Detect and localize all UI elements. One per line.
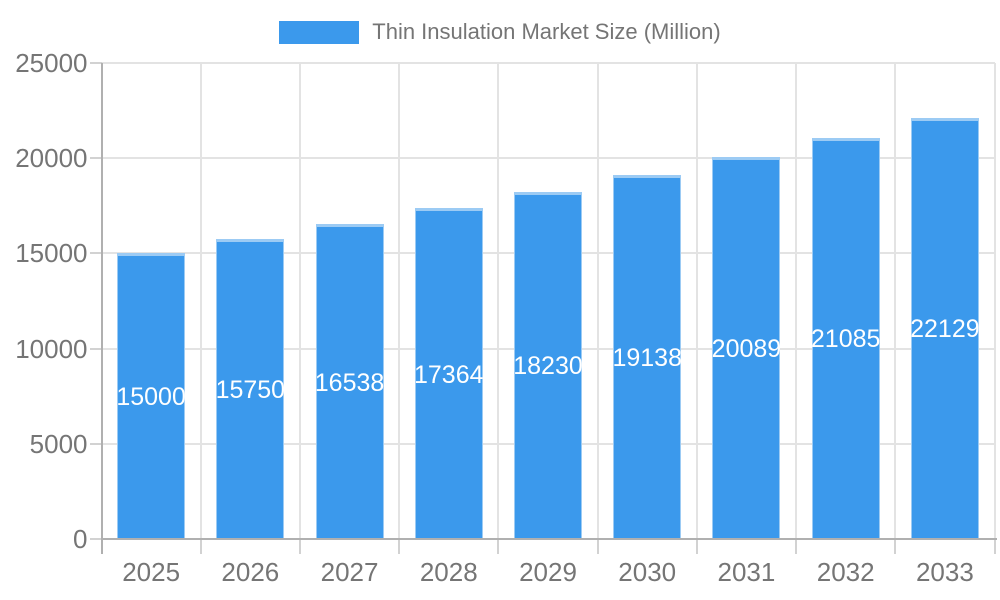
gridline-v	[398, 63, 401, 539]
x-tick	[199, 539, 202, 554]
bar-value-label: 17364	[414, 360, 484, 389]
legend-swatch	[279, 20, 360, 44]
x-tick	[497, 539, 500, 554]
bar: 20089	[711, 156, 782, 539]
bar-value-label: 16538	[314, 368, 385, 397]
gridline-v	[596, 63, 599, 539]
y-tick-label: 15000	[15, 238, 88, 269]
gridline-v	[497, 63, 500, 539]
gridline-v	[199, 63, 202, 539]
bar: 22129	[910, 117, 980, 539]
chart-legend[interactable]: Thin Insulation Market Size (Million)	[0, 14, 1000, 50]
bar-value-label: 20089	[711, 334, 782, 363]
x-tick-label: 2032	[816, 557, 875, 587]
x-tick	[894, 539, 897, 554]
gridline-v	[993, 63, 996, 539]
y-tick-label: 0	[73, 524, 88, 554]
bar-value-label: 22129	[910, 315, 980, 344]
bar-value-label: 15750	[215, 376, 286, 405]
bar-value-label: 21085	[810, 325, 881, 354]
x-tick-label: 2029	[519, 557, 577, 587]
x-tick	[298, 539, 301, 554]
x-tick	[596, 539, 599, 554]
bar: 15000	[116, 253, 186, 539]
x-tick	[795, 539, 798, 554]
bar-value-label: 15000	[116, 383, 186, 412]
y-tick	[89, 252, 102, 255]
gridline-v	[894, 63, 897, 539]
gridline-h	[101, 62, 995, 64]
x-tick-label: 2026	[221, 557, 280, 587]
y-tick-label: 20000	[15, 143, 88, 174]
x-tick	[398, 539, 401, 554]
y-tick	[89, 442, 102, 445]
bar-value-label: 18230	[513, 352, 583, 381]
x-tick-label: 2031	[717, 557, 776, 587]
y-tick	[89, 62, 102, 64]
bar: 15750	[215, 239, 286, 539]
bar: 18230	[513, 191, 583, 539]
y-axis-line	[100, 63, 103, 554]
y-tick	[89, 347, 102, 350]
bar: 21085	[810, 137, 881, 539]
y-tick-label: 25000	[15, 48, 88, 78]
y-tick-label: 10000	[15, 333, 88, 364]
x-tick-label: 2033	[915, 557, 974, 587]
x-axis-line	[101, 538, 997, 540]
bar: 16538	[314, 224, 385, 539]
x-tick	[993, 539, 996, 554]
gridline-v	[298, 63, 301, 539]
bar-value-label: 19138	[612, 343, 682, 372]
gridline-v	[795, 63, 798, 539]
bar: 19138	[612, 174, 682, 539]
y-tick-label: 5000	[29, 428, 88, 459]
gridline-v	[695, 63, 698, 539]
x-tick-label: 2030	[618, 557, 677, 587]
gridline-h	[101, 157, 995, 160]
x-tick-label: 2025	[122, 557, 181, 587]
y-tick	[89, 157, 102, 160]
y-tick	[89, 538, 102, 540]
x-tick	[695, 539, 698, 554]
x-tick-label: 2027	[320, 557, 379, 587]
bar: 17364	[414, 208, 484, 539]
legend-label: Thin Insulation Market Size (Million)	[372, 19, 721, 44]
x-tick-label: 2028	[419, 557, 478, 587]
